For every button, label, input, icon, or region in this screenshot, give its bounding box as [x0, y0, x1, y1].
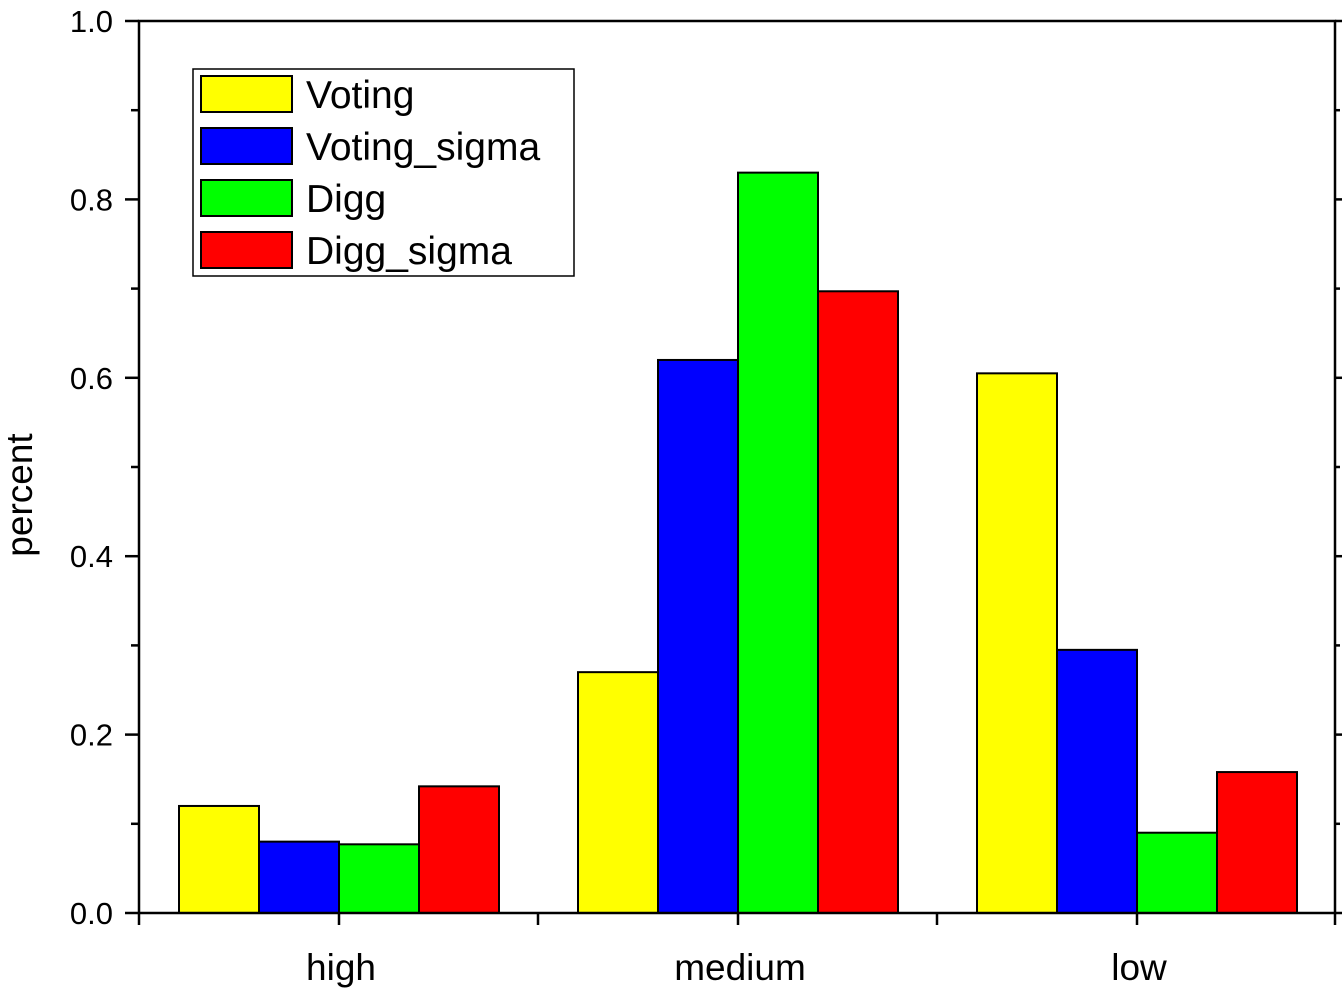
bar-voting-sigma-low [1056, 648, 1138, 914]
bar-voting-high [178, 804, 260, 915]
bar-digg-medium [737, 171, 819, 914]
bar-voting-sigma-high [258, 840, 340, 915]
bar-digg-sigma-medium [817, 290, 899, 914]
legend-swatch-digg-sigma [200, 231, 293, 269]
y-axis: 0.0 0.2 0.4 0.6 0.8 1.0 [70, 4, 1342, 931]
legend: Voting Voting_sigma Digg Digg_sigma [192, 68, 575, 277]
legend-label-digg: Digg [306, 178, 386, 221]
legend-swatch-voting [200, 75, 293, 113]
y-axis-title: percent [0, 433, 40, 557]
bar-voting-low [976, 372, 1058, 914]
legend-swatch-digg [200, 179, 293, 217]
y-tick-label: 0.8 [70, 182, 113, 217]
bar-digg-sigma-low [1216, 771, 1298, 915]
bar-digg-sigma-high [418, 785, 500, 914]
legend-label-digg-sigma: Digg_sigma [306, 230, 512, 273]
bar-digg-low [1136, 831, 1218, 914]
bar-voting-sigma-medium [657, 358, 739, 914]
x-tick-label-high: high [306, 947, 376, 988]
legend-swatch-voting-sigma [200, 127, 293, 165]
y-tick-label: 0.4 [70, 539, 113, 574]
bar-voting-medium [577, 671, 659, 914]
x-axis: high medium low [137, 913, 1337, 988]
legend-label-voting: Voting [306, 74, 414, 117]
y-tick-label: 0.0 [70, 896, 113, 931]
y-tick-label: 0.6 [70, 361, 113, 396]
y-tick-label: 0.2 [70, 718, 113, 753]
bar-digg-high [338, 843, 420, 914]
legend-label-voting-sigma: Voting_sigma [306, 126, 540, 169]
bars [178, 171, 1298, 915]
y-tick-label: 1.0 [70, 4, 113, 39]
x-tick-label-low: low [1111, 947, 1167, 988]
x-tick-label-medium: medium [674, 947, 806, 988]
